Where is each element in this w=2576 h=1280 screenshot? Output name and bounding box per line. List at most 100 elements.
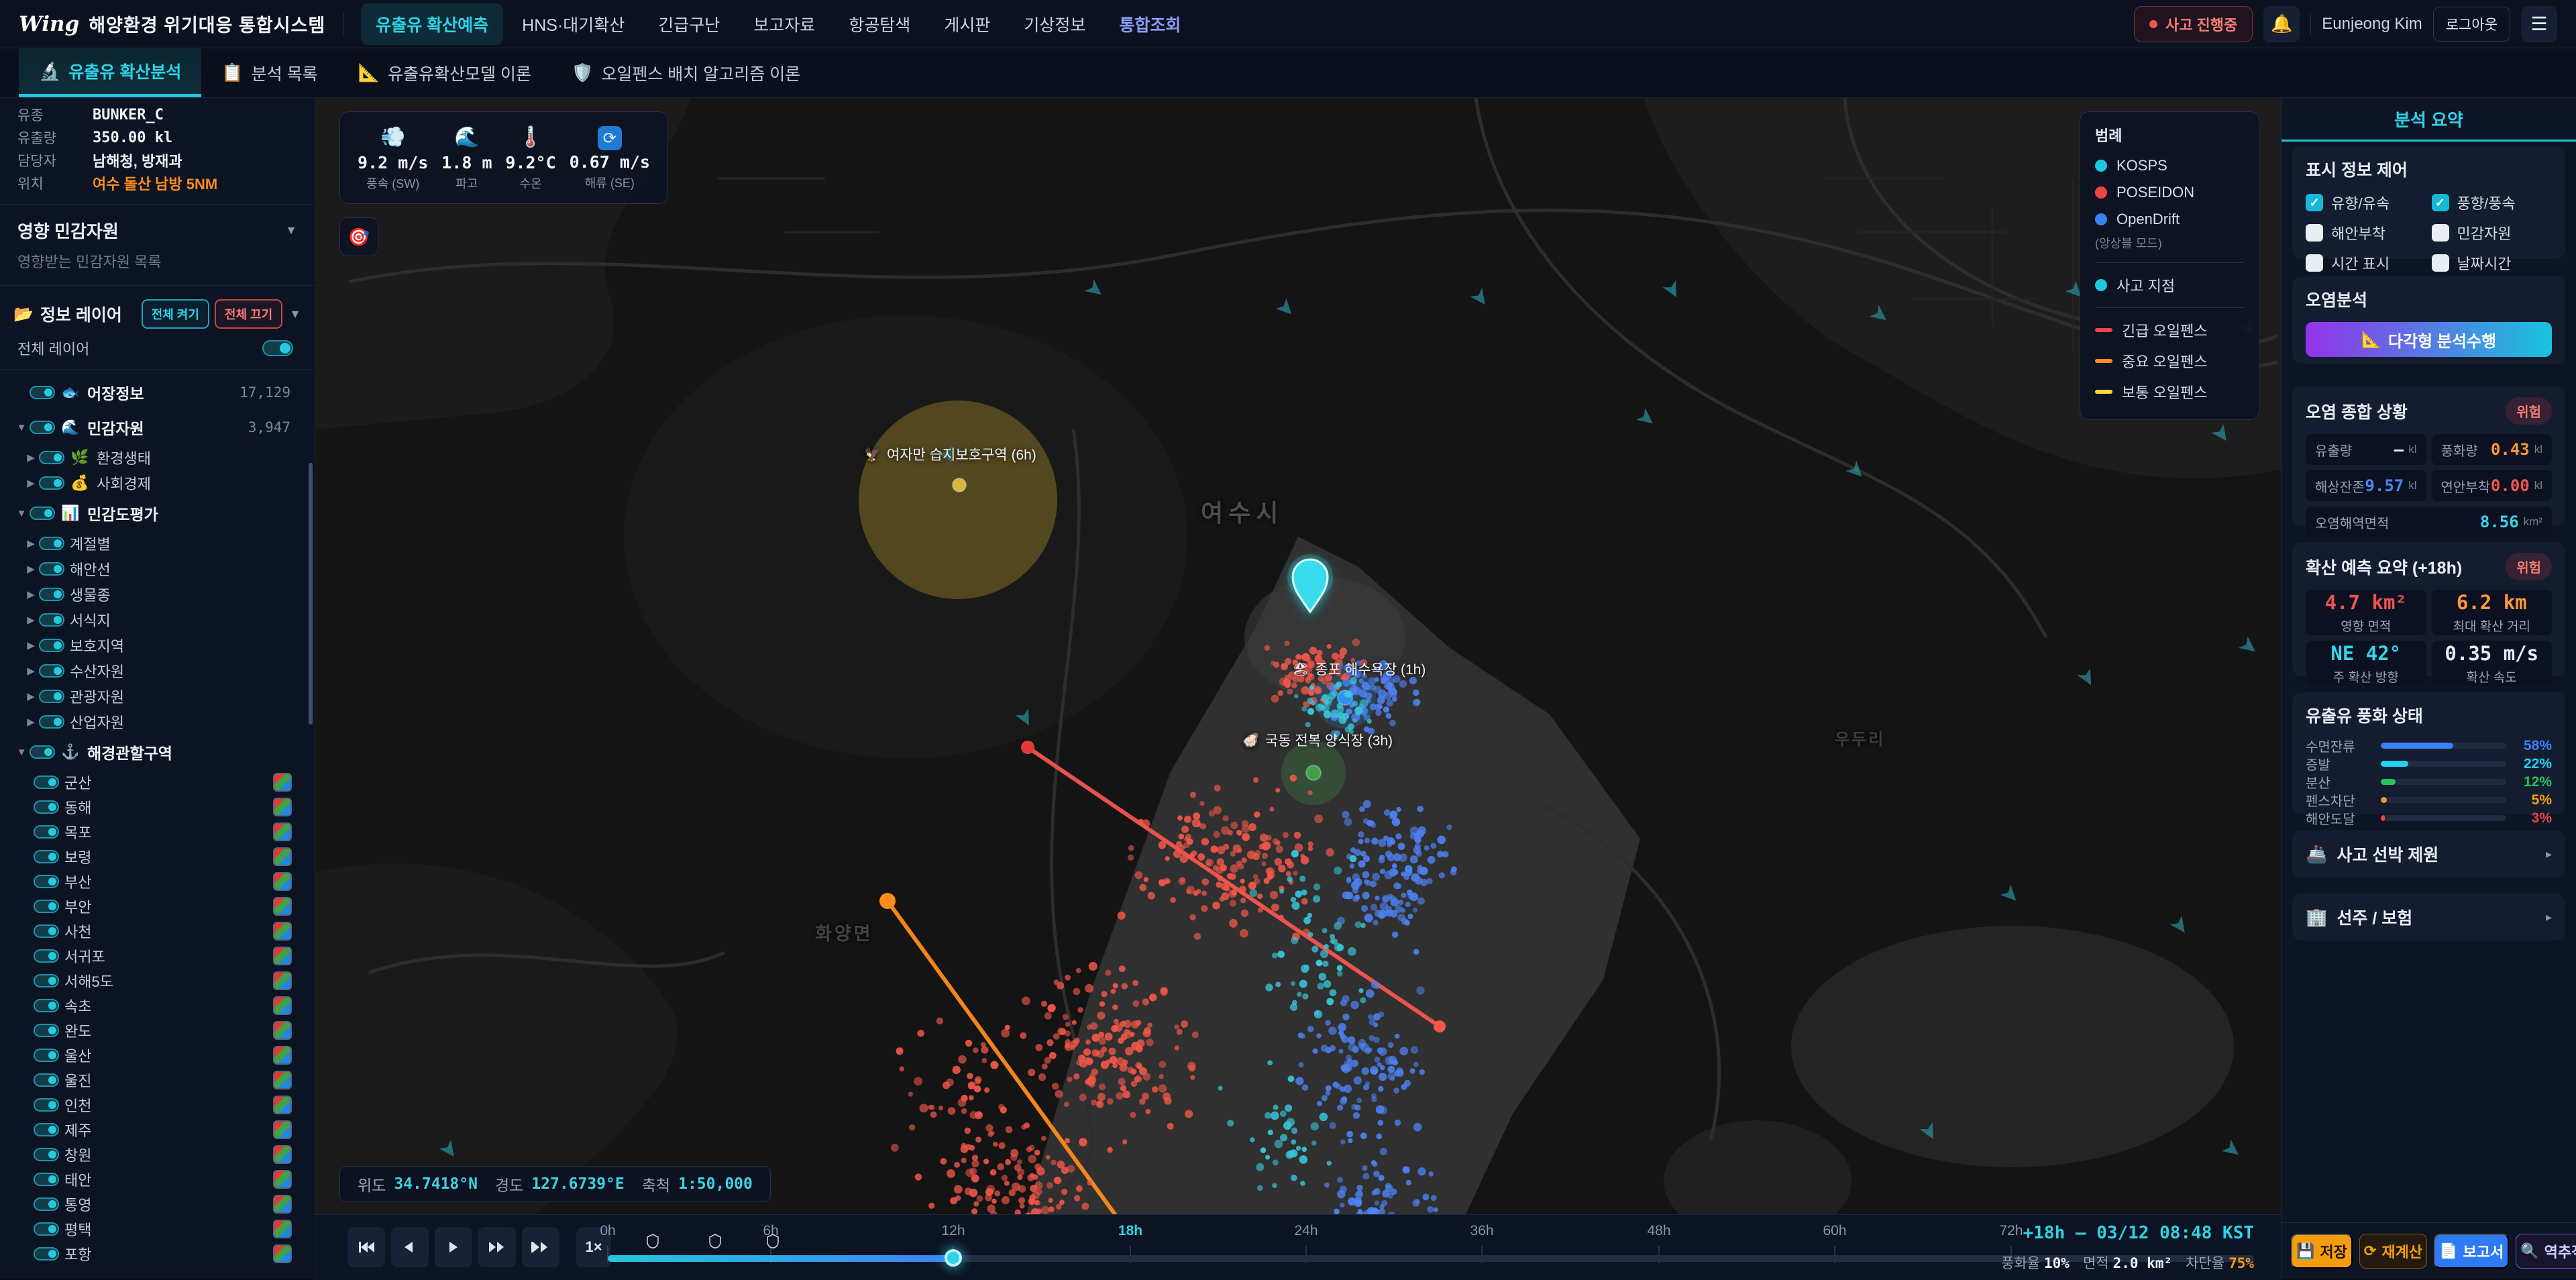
region-toggle[interactable] xyxy=(34,800,59,814)
region-row-통영[interactable]: 통영 xyxy=(0,1191,315,1216)
tab-유출유 확산분석[interactable]: 🔬 유출유 확산분석 xyxy=(19,48,202,97)
checkbox-유향/유속[interactable]: ✓ 유향/유속 xyxy=(2306,192,2426,213)
region-row-사천[interactable]: 사천 xyxy=(0,918,315,943)
caret-down-icon[interactable]: ▼ xyxy=(16,746,27,758)
map-canvas[interactable]: 여수시 화양면 우두리 🦅 여자만 습지보호구역 (6h) 🏖 종포 해수욕장 (1h) 🦪… xyxy=(315,98,2281,1214)
layer-toggle[interactable] xyxy=(39,613,64,627)
region-toggle[interactable] xyxy=(34,1073,59,1087)
region-row-완도[interactable]: 완도 xyxy=(0,1018,315,1043)
region-row-군산[interactable]: 군산 xyxy=(0,769,315,794)
region-row-서귀포[interactable]: 서귀포 xyxy=(0,943,315,968)
nav-item-HNS·대기확산[interactable]: HNS·대기확산 xyxy=(522,15,625,35)
region-toggle[interactable] xyxy=(34,1222,59,1236)
skip-start-button[interactable] xyxy=(347,1227,385,1267)
timeline-handle[interactable] xyxy=(945,1249,962,1267)
layer-row-관광자원[interactable]: ▶ 관광자원 xyxy=(0,684,315,709)
region-toggle[interactable] xyxy=(34,1048,59,1062)
caret-right-icon[interactable]: ▶ xyxy=(27,716,35,728)
nav-item-유출유 확산예측[interactable]: 유출유 확산예측 xyxy=(361,3,504,45)
layer-row-해안선[interactable]: ▶ 해안선 xyxy=(0,556,315,582)
caret-right-icon[interactable]: ▶ xyxy=(27,589,35,600)
menu-button[interactable]: ☰ xyxy=(2521,5,2557,42)
region-toggle[interactable] xyxy=(34,1246,59,1261)
checkbox-unchecked-icon[interactable] xyxy=(2306,224,2323,242)
palette-icon[interactable] xyxy=(273,797,292,816)
palette-icon[interactable] xyxy=(273,1020,292,1040)
region-row-동해[interactable]: 동해 xyxy=(0,794,315,819)
palette-icon[interactable] xyxy=(273,822,292,841)
palette-icon[interactable] xyxy=(273,971,292,990)
step-back-button[interactable] xyxy=(391,1227,429,1267)
layer-row-생물종[interactable]: ▶ 생물종 xyxy=(0,582,315,607)
caret-right-icon[interactable]: ▶ xyxy=(27,640,35,651)
layer-row-환경생태[interactable]: ▶ 🌿 환경생태 xyxy=(0,445,315,470)
region-row-부안[interactable]: 부안 xyxy=(0,894,315,918)
region-toggle[interactable] xyxy=(34,1023,59,1037)
region-row-울산[interactable]: 울산 xyxy=(0,1043,315,1067)
region-row-부산[interactable]: 부산 xyxy=(0,869,315,894)
tab-분석 목록[interactable]: 📋 분석 목록 xyxy=(201,48,337,97)
layer-row-산업자원[interactable]: ▶ 산업자원 xyxy=(0,709,315,735)
incident-pin[interactable] xyxy=(1287,554,1333,614)
palette-icon[interactable] xyxy=(273,1144,292,1164)
palette-icon[interactable] xyxy=(273,1045,292,1065)
region-toggle[interactable] xyxy=(34,824,59,839)
checkbox-풍향/풍속[interactable]: ✓ 풍향/풍속 xyxy=(2431,192,2553,213)
timeline-rail[interactable] xyxy=(608,1255,2254,1262)
layer-toggle[interactable] xyxy=(39,588,64,601)
checkbox-해안부착[interactable]: 해안부착 xyxy=(2306,222,2426,244)
save-button[interactable]: 💾 저장 xyxy=(2291,1234,2353,1269)
all-layers-on-button[interactable]: 전체 켜기 xyxy=(141,299,209,329)
layer-row-사회경제[interactable]: ▶ 💰 사회경제 xyxy=(0,470,315,496)
play-button[interactable] xyxy=(435,1227,472,1267)
checkbox-unchecked-icon[interactable] xyxy=(2431,254,2449,272)
nav-item-긴급구난[interactable]: 긴급구난 xyxy=(658,15,720,35)
vessel-spec-card[interactable]: 🚢 사고 선박 제원 ▸ xyxy=(2292,831,2565,877)
nav-item-항공탐색[interactable]: 항공탐색 xyxy=(849,15,911,35)
region-toggle[interactable] xyxy=(34,899,59,913)
logout-button[interactable]: 로그아웃 xyxy=(2432,6,2510,42)
palette-icon[interactable] xyxy=(273,1070,292,1089)
region-row-창원[interactable]: 창원 xyxy=(0,1142,315,1167)
palette-icon[interactable] xyxy=(273,1120,292,1139)
checkbox-민감자원[interactable]: 민감자원 xyxy=(2431,222,2553,244)
layer-row-계절별[interactable]: ▶ 계절별 xyxy=(0,531,315,556)
region-toggle[interactable] xyxy=(34,1172,59,1186)
caret-right-icon[interactable]: ▶ xyxy=(27,691,35,702)
layer-row-보호지역[interactable]: ▶ 보호지역 xyxy=(0,633,315,658)
palette-icon[interactable] xyxy=(273,1219,292,1238)
palette-icon[interactable] xyxy=(273,946,292,965)
region-row-속초[interactable]: 속초 xyxy=(0,993,315,1018)
region-toggle[interactable] xyxy=(34,973,59,988)
region-row-보령[interactable]: 보령 xyxy=(0,844,315,869)
layer-row-어장정보[interactable]: 🐟 어장정보 17,129 xyxy=(0,375,315,410)
skip-end-button[interactable] xyxy=(522,1227,559,1267)
tab-유출유확산모델 이론[interactable]: 📐 유출유확산모델 이론 xyxy=(338,48,551,97)
trace-button[interactable]: 🔍 역추적 xyxy=(2516,1234,2576,1269)
layer-toggle[interactable] xyxy=(39,451,64,464)
nav-item-게시판[interactable]: 게시판 xyxy=(944,15,991,35)
region-toggle[interactable] xyxy=(34,849,59,863)
region-row-인천[interactable]: 인천 xyxy=(0,1092,315,1117)
impact-resources-header[interactable]: 영향 민감자원 ▼ xyxy=(0,214,315,246)
region-row-서해5도[interactable]: 서해5도 xyxy=(0,968,315,993)
palette-icon[interactable] xyxy=(273,896,292,916)
sidebar-scrollbar[interactable] xyxy=(309,463,313,725)
nav-item-기상정보[interactable]: 기상정보 xyxy=(1024,15,1086,35)
all-layers-off-button[interactable]: 전체 끄기 xyxy=(214,299,283,329)
tab-오일펜스 배치 알고리즘 이론[interactable]: 🛡️ 오일펜스 배치 알고리즘 이론 xyxy=(551,48,820,97)
region-row-목포[interactable]: 목포 xyxy=(0,819,315,844)
nav-item-보고자료[interactable]: 보고자료 xyxy=(753,15,816,35)
checkbox-시간 표시[interactable]: 시간 표시 xyxy=(2306,252,2426,274)
layer-toggle[interactable] xyxy=(39,639,64,652)
palette-icon[interactable] xyxy=(273,921,292,941)
palette-icon[interactable] xyxy=(273,1169,292,1189)
layer-toggle[interactable] xyxy=(30,745,55,759)
fast-forward-button[interactable] xyxy=(478,1227,516,1267)
layer-toggle[interactable] xyxy=(30,421,55,434)
region-toggle[interactable] xyxy=(34,1098,59,1112)
report-button[interactable]: 📄 보고서 xyxy=(2434,1234,2510,1269)
palette-icon[interactable] xyxy=(273,1095,292,1114)
caret-right-icon[interactable]: ▶ xyxy=(27,665,35,677)
layer-toggle[interactable] xyxy=(39,664,64,678)
